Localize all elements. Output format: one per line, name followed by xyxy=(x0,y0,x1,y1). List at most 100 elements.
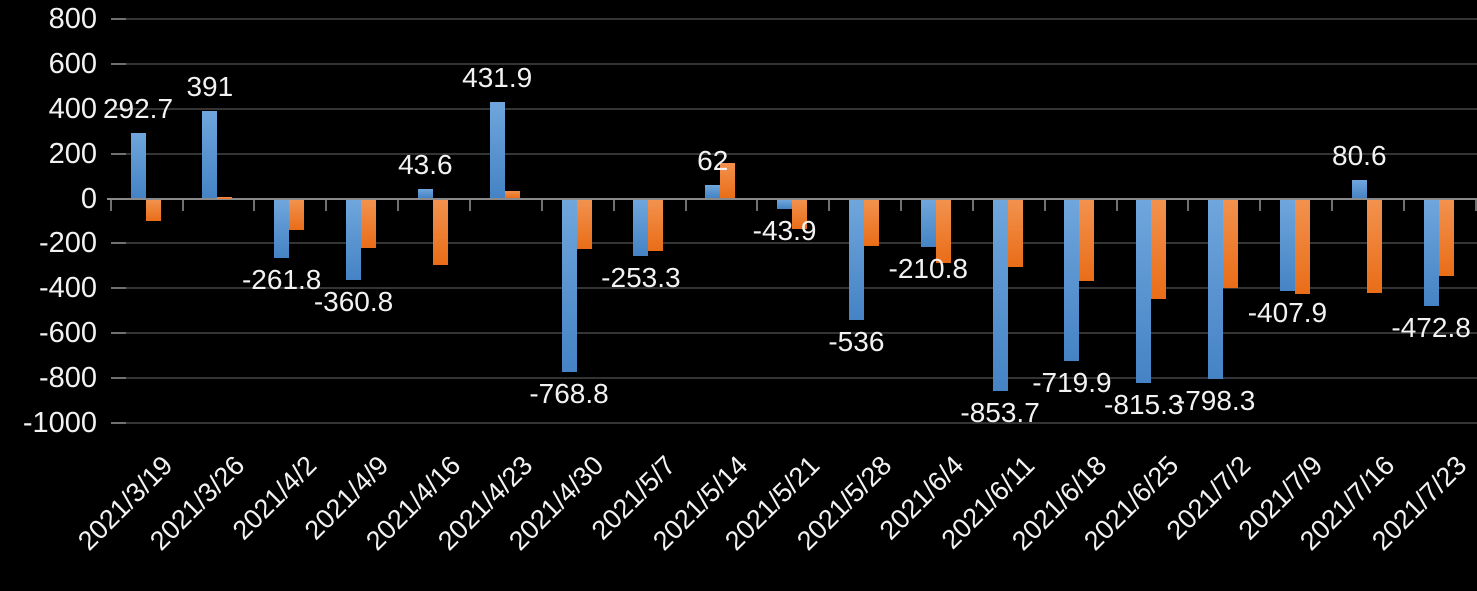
data-label: 62 xyxy=(697,144,729,176)
bar-blue-2021/7/2 xyxy=(1208,199,1224,379)
data-label: -536 xyxy=(828,325,885,357)
bar-orange-2021/4/9 xyxy=(361,199,377,249)
bar-blue-2021/6/4 xyxy=(920,199,936,247)
bar-blue-2021/5/14 xyxy=(705,184,721,199)
data-label: -261.8 xyxy=(241,264,322,296)
bar-orange-2021/6/25 xyxy=(1151,199,1167,299)
bar-orange-2021/3/19 xyxy=(145,199,161,221)
data-label: 431.9 xyxy=(462,61,533,93)
bar-orange-2021/7/2 xyxy=(1223,199,1239,288)
bar-blue-2021/5/28 xyxy=(848,199,864,320)
x-axis-tick xyxy=(1115,200,1118,211)
data-label: 80.6 xyxy=(1332,140,1387,172)
bar-orange-2021/5/14 xyxy=(720,162,736,199)
data-label: 292.7 xyxy=(102,92,174,124)
y-axis-tick xyxy=(111,422,126,424)
y-axis-label: -1000 xyxy=(22,407,97,439)
y-gridline xyxy=(111,332,1477,335)
y-gridline xyxy=(111,107,1477,110)
bar-orange-2021/4/16 xyxy=(432,199,448,265)
bar-orange-2021/6/18 xyxy=(1079,199,1095,281)
y-axis-label: -600 xyxy=(38,317,97,350)
x-axis-tick xyxy=(1474,200,1477,211)
data-label: -719.9 xyxy=(1032,367,1112,399)
data-label: 391 xyxy=(186,70,234,102)
data-label: -798.3 xyxy=(1175,384,1256,416)
x-axis-tick xyxy=(1331,200,1334,211)
y-axis-label: 600 xyxy=(48,47,97,80)
x-axis-tick xyxy=(253,200,256,211)
bar-blue-2021/3/26 xyxy=(202,110,218,199)
y-gridline xyxy=(111,242,1477,245)
bar-orange-2021/7/9 xyxy=(1294,199,1310,294)
data-label: -815.3 xyxy=(1104,388,1184,420)
bar-blue-2021/5/21 xyxy=(777,199,793,210)
bar-blue-2021/4/23 xyxy=(489,101,505,199)
data-label: 43.6 xyxy=(398,148,453,180)
bar-orange-2021/6/11 xyxy=(1007,199,1023,267)
x-axis-zero-line xyxy=(107,197,1477,200)
y-axis-tick xyxy=(111,152,126,155)
y-axis-tick xyxy=(111,242,126,245)
x-axis-tick xyxy=(325,200,328,211)
bar-blue-2021/4/30 xyxy=(561,199,577,373)
y-axis-tick xyxy=(111,287,126,290)
y-gridline xyxy=(111,152,1477,155)
bar-orange-2021/4/30 xyxy=(576,199,592,249)
bar-orange-2021/4/23 xyxy=(504,190,520,199)
y-axis-label: 0 xyxy=(80,182,97,215)
data-label: -853.7 xyxy=(960,397,1040,429)
data-label: -43.9 xyxy=(752,215,817,247)
y-axis-tick xyxy=(111,377,126,380)
x-axis-tick xyxy=(612,200,615,211)
bar-blue-2021/7/16 xyxy=(1351,180,1367,199)
bar-blue-2021/6/18 xyxy=(1064,199,1080,362)
x-axis-tick xyxy=(1402,200,1405,211)
bar-orange-2021/5/7 xyxy=(648,199,664,251)
bar-blue-2021/3/19 xyxy=(130,132,146,199)
bar-orange-2021/3/26 xyxy=(217,196,233,199)
data-label: -407.9 xyxy=(1247,297,1328,329)
bar-blue-2021/5/7 xyxy=(633,199,649,257)
bar-orange-2021/5/21 xyxy=(792,199,808,229)
y-axis-label: -800 xyxy=(38,362,97,395)
y-axis-tick xyxy=(111,62,126,65)
y-axis-tick xyxy=(111,332,126,335)
x-axis-tick xyxy=(1187,200,1190,211)
data-label: -768.8 xyxy=(529,378,609,410)
y-axis-label: 200 xyxy=(48,137,97,170)
y-axis-tick xyxy=(111,17,126,20)
x-axis-tick xyxy=(469,200,471,211)
data-label: -360.8 xyxy=(313,286,394,318)
data-label: -472.8 xyxy=(1391,311,1471,343)
y-gridline xyxy=(111,62,1477,65)
x-axis-tick xyxy=(181,200,184,211)
y-gridline xyxy=(111,377,1477,380)
bar-blue-2021/7/9 xyxy=(1279,199,1295,292)
data-label: -253.3 xyxy=(601,262,681,294)
x-axis-tick xyxy=(828,200,831,211)
x-axis-tick xyxy=(900,200,903,211)
x-axis-tick xyxy=(756,200,759,211)
x-axis-tick xyxy=(684,200,687,211)
bar-orange-2021/5/28 xyxy=(863,199,879,246)
bar-orange-2021/4/2 xyxy=(289,199,305,230)
x-axis-tick xyxy=(971,200,974,211)
y-axis-label: 400 xyxy=(48,92,97,125)
y-gridline xyxy=(111,17,1477,20)
y-gridline xyxy=(111,422,1477,424)
bar-blue-2021/7/23 xyxy=(1423,199,1439,306)
bar-blue-2021/4/2 xyxy=(274,199,290,259)
y-gridline xyxy=(111,287,1477,290)
bar-orange-2021/7/23 xyxy=(1438,199,1454,276)
bar-blue-2021/4/16 xyxy=(417,188,433,199)
x-axis-tick xyxy=(1043,200,1046,211)
bar-blue-2021/6/11 xyxy=(992,199,1008,392)
bar-blue-2021/6/25 xyxy=(1136,199,1152,383)
y-axis-tick xyxy=(111,107,126,110)
bar-orange-2021/6/4 xyxy=(935,199,951,264)
y-axis-label: -400 xyxy=(38,272,97,305)
x-axis-tick xyxy=(397,200,400,211)
x-axis-tick xyxy=(1259,200,1262,211)
